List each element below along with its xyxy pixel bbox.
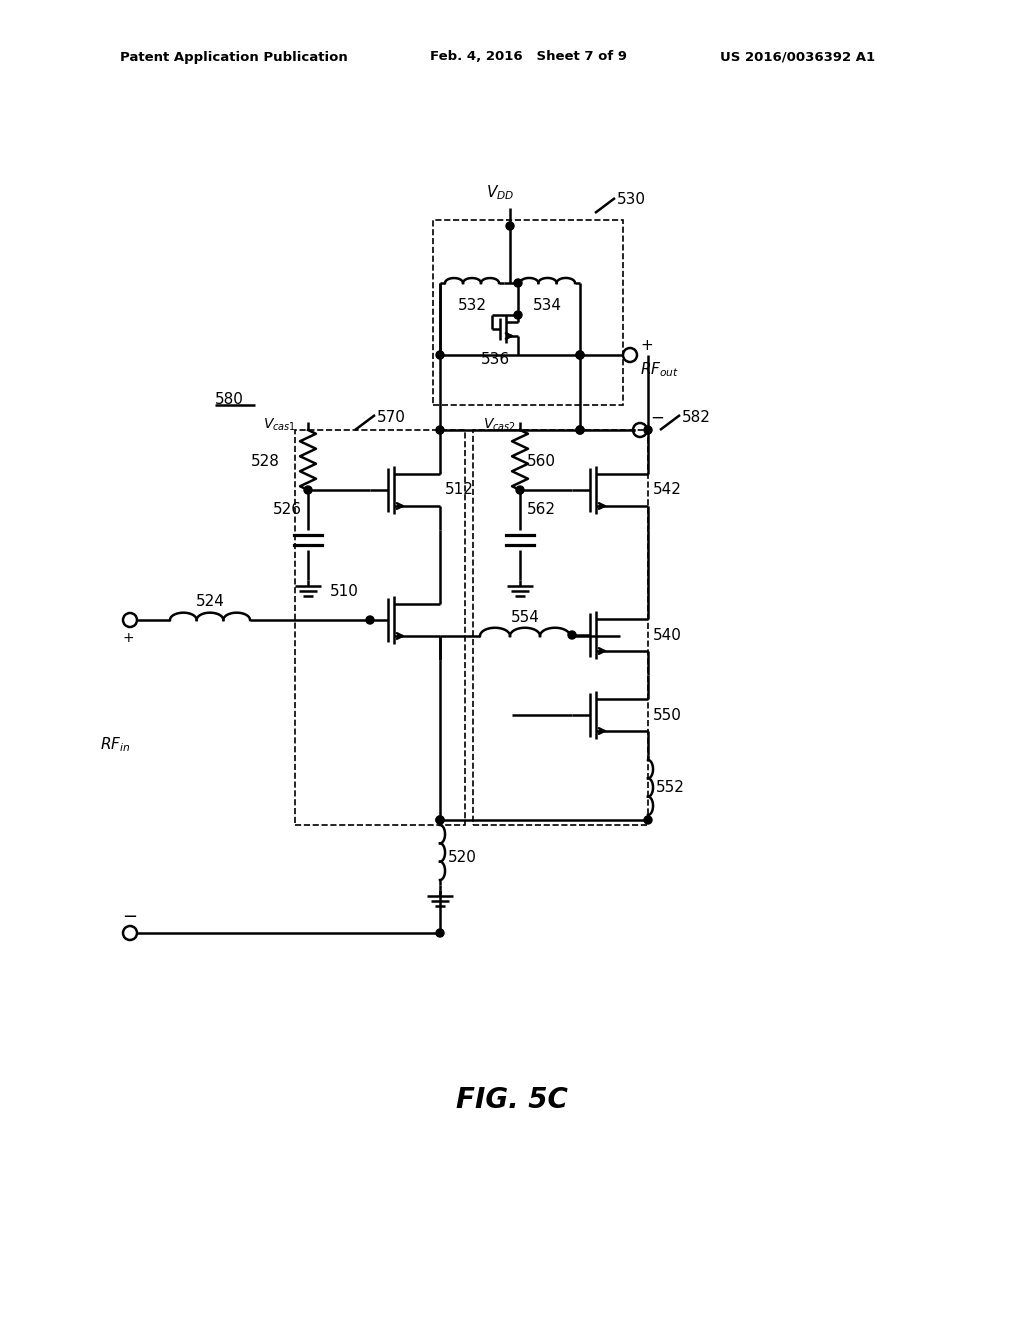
Circle shape	[575, 351, 584, 359]
Text: 580: 580	[215, 392, 244, 408]
Circle shape	[568, 631, 575, 639]
Text: $V_{DD}$: $V_{DD}$	[485, 183, 514, 202]
Circle shape	[304, 486, 312, 494]
Text: 510: 510	[330, 585, 358, 599]
Text: 560: 560	[527, 454, 556, 470]
Text: 528: 528	[251, 454, 280, 470]
Text: 550: 550	[653, 708, 682, 722]
Circle shape	[575, 426, 584, 434]
Text: +: +	[122, 631, 133, 645]
Text: 524: 524	[196, 594, 224, 610]
Text: 536: 536	[480, 352, 510, 367]
Text: US 2016/0036392 A1: US 2016/0036392 A1	[720, 50, 876, 63]
Text: $RF_{out}$: $RF_{out}$	[640, 360, 679, 379]
Circle shape	[516, 486, 524, 494]
Circle shape	[575, 351, 584, 359]
Bar	[295, 430, 465, 825]
Circle shape	[644, 426, 652, 434]
Text: Feb. 4, 2016   Sheet 7 of 9: Feb. 4, 2016 Sheet 7 of 9	[430, 50, 627, 63]
Circle shape	[506, 222, 514, 230]
Text: 582: 582	[682, 409, 711, 425]
Text: 552: 552	[656, 780, 685, 795]
Text: $V_{cas2}$: $V_{cas2}$	[483, 417, 516, 433]
Text: 520: 520	[449, 850, 477, 865]
Text: 554: 554	[511, 610, 540, 626]
Text: 542: 542	[653, 483, 682, 498]
Text: Patent Application Publication: Patent Application Publication	[120, 50, 348, 63]
Text: 540: 540	[653, 627, 682, 643]
Text: $RF_{in}$: $RF_{in}$	[100, 735, 130, 754]
Text: 526: 526	[273, 503, 302, 517]
Circle shape	[436, 351, 444, 359]
Text: FIG. 5C: FIG. 5C	[456, 1086, 568, 1114]
Text: −: −	[122, 908, 137, 927]
Circle shape	[575, 426, 584, 434]
Text: 534: 534	[532, 297, 561, 313]
Circle shape	[436, 816, 444, 824]
Text: 570: 570	[377, 409, 406, 425]
Text: 530: 530	[617, 193, 646, 207]
Text: 562: 562	[527, 503, 556, 517]
Circle shape	[436, 426, 444, 434]
Circle shape	[366, 616, 374, 624]
Text: −: −	[650, 409, 664, 426]
Bar	[473, 430, 648, 825]
Text: 532: 532	[458, 297, 486, 313]
Circle shape	[644, 816, 652, 824]
Circle shape	[514, 312, 522, 319]
Text: 512: 512	[445, 483, 474, 498]
Text: +: +	[640, 338, 652, 352]
Circle shape	[436, 816, 444, 824]
Circle shape	[514, 279, 522, 286]
Bar	[433, 220, 623, 405]
Circle shape	[436, 929, 444, 937]
Text: $V_{cas1}$: $V_{cas1}$	[263, 417, 297, 433]
